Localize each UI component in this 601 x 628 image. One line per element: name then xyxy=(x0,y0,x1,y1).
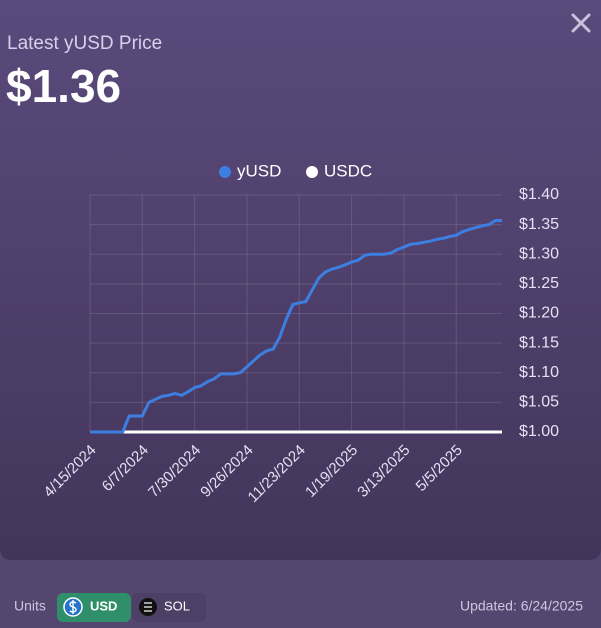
sol-button-label[interactable]: SOL xyxy=(164,598,190,613)
card xyxy=(0,0,601,560)
y-tick-label: $1.25 xyxy=(519,275,559,292)
close-button[interactable] xyxy=(571,13,591,33)
legend-marker xyxy=(219,166,231,178)
y-tick-label: $1.10 xyxy=(519,364,559,381)
sol-icon xyxy=(144,602,152,612)
legend-label: yUSD xyxy=(237,161,281,180)
price-label: Latest yUSD Price xyxy=(7,33,162,54)
price-value: $1.36 xyxy=(6,60,121,112)
legend-marker xyxy=(306,166,318,178)
legend-label: USDC xyxy=(324,161,372,180)
y-tick-label: $1.40 xyxy=(519,186,559,203)
y-tick-label: $1.15 xyxy=(519,334,559,351)
y-tick-label: $1.05 xyxy=(519,394,559,411)
y-tick-label: $1.00 xyxy=(519,423,559,440)
units-label: Units xyxy=(14,598,46,614)
usd-icon xyxy=(69,600,77,614)
updated-text: Updated: 6/24/2025 xyxy=(460,598,583,614)
usd-button-label[interactable]: USD xyxy=(90,598,117,613)
y-tick-label: $1.35 xyxy=(519,216,559,233)
series-line xyxy=(90,219,502,434)
y-tick-label: $1.20 xyxy=(519,305,559,322)
close-icon[interactable] xyxy=(571,13,591,33)
y-tick-label: $1.30 xyxy=(519,245,559,262)
